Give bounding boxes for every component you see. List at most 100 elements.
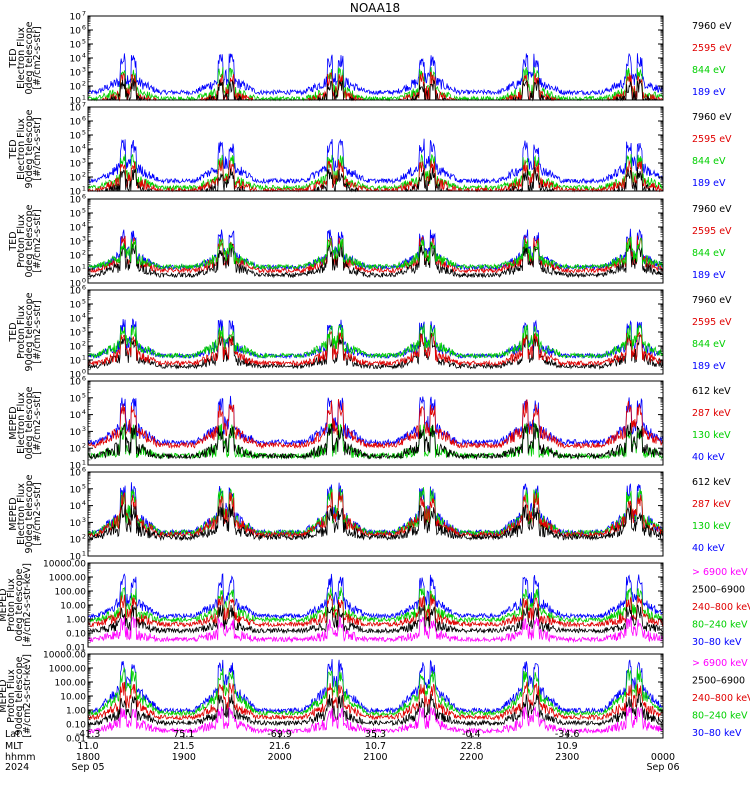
y-tick-label: 10	[70, 411, 82, 421]
series-1: 189 eV	[87, 318, 664, 360]
x-row-label: MLT	[5, 741, 23, 752]
series-5: > 6900 keV	[87, 706, 664, 735]
series-2: 844 eV	[87, 66, 664, 102]
legend-entry: 80–240 keV	[692, 711, 748, 722]
y-tick-label: 0.01	[66, 735, 86, 745]
y-tick-label: 10	[70, 301, 82, 311]
y-tick-exponent: 5	[82, 391, 86, 399]
ylabel-line: 90deg telescope	[24, 292, 35, 371]
ylabel-line: 0deg telescope	[24, 21, 35, 94]
y-tick-label: 10	[70, 97, 82, 107]
ylabel-line: Electron Flux	[16, 118, 27, 180]
legend-entry: 130 keV	[692, 521, 731, 532]
x-tick-label: 1900	[172, 752, 196, 763]
panel-1-legend: 7960 eV 2595 eV 844 eV 189 eV	[692, 21, 732, 98]
y-tick-label: 0.01	[66, 644, 86, 654]
ylabel-line: Proton Flux	[16, 305, 27, 359]
y-tick-label: 1000.00	[49, 574, 86, 584]
ylabel-line: Proton Flux	[16, 214, 27, 268]
y-tick-label: 10	[70, 118, 82, 128]
y-tick-exponent: 5	[82, 38, 86, 46]
series-2: 80–240 keV	[87, 586, 664, 624]
y-tick-exponent: 3	[82, 326, 86, 334]
x-tick-label: 35.3	[365, 729, 386, 740]
x-tick-label: 2300	[555, 752, 579, 763]
series-5: > 6900 keV	[87, 616, 664, 644]
y-tick-label: 10	[70, 502, 82, 512]
x-tick-label: -0.4	[462, 729, 481, 740]
y-tick-exponent: 5	[82, 129, 86, 137]
series-4: 612 keV	[87, 422, 664, 461]
legend-entry: 2595 eV	[692, 226, 732, 237]
y-tick-exponent: 6	[82, 284, 86, 292]
ylabel-line: [#/cm2-s-str-keV]	[22, 563, 33, 647]
series-1: 189 eV	[87, 52, 664, 96]
y-tick-label: 10	[70, 83, 82, 93]
ylabel-line: MEPED	[0, 679, 9, 712]
y-tick-label: 10	[70, 329, 82, 339]
series-1: 189 eV	[87, 228, 664, 272]
y-tick-exponent: 3	[82, 235, 86, 243]
panel-7-frame	[87, 562, 664, 648]
legend-entry: 844 eV	[692, 156, 726, 167]
legend-entry: 7960 eV	[692, 112, 732, 123]
legend-entry: 189 eV	[692, 270, 726, 281]
legend-entry: > 6900 keV	[692, 567, 748, 578]
ylabel-line: MEPED	[0, 588, 9, 621]
ylabel-line: 90deg telescope	[24, 109, 35, 188]
y-tick-label: 0.10	[66, 721, 86, 731]
x-tick-label: 22.8	[461, 741, 482, 752]
series-3: 7960 eV	[87, 242, 664, 279]
series-2: 130 keV	[87, 487, 664, 538]
legend-entry: 30–80 keV	[692, 728, 742, 739]
y-tick-label: 1.00	[66, 616, 86, 626]
legend-entry: 7960 eV	[692, 295, 732, 306]
ylabel-line: [#/cm2-s-str]	[32, 26, 43, 89]
y-tick-label: 10	[70, 445, 82, 455]
y-tick-label: 10	[70, 371, 82, 381]
panel-2-frame	[87, 106, 664, 192]
legend-entry: 30–80 keV	[692, 637, 742, 648]
ylabel-line: Electron Flux	[16, 483, 27, 545]
x-tick-label: 2200	[459, 752, 483, 763]
y-tick-exponent: 4	[82, 221, 86, 229]
ylabel-line: Proton Flux	[6, 669, 17, 723]
y-tick-label: 10	[70, 357, 82, 367]
series-3: 2595 eV	[87, 159, 664, 193]
y-tick-label: 10	[70, 287, 82, 297]
y-tick-label: 10.00	[60, 602, 86, 612]
legend-entry: 7960 eV	[692, 21, 732, 32]
panel-8-legend: > 6900 keV 2500–6900 240–800 keV 80–240 keV…	[692, 658, 750, 739]
series-2: 80–240 keV	[87, 667, 664, 717]
y-tick-exponent: 4	[82, 312, 86, 320]
series-3: 287 keV	[87, 491, 664, 539]
ylabel-line: [#/cm2-s-str]	[32, 300, 43, 363]
series-1: 40 keV	[87, 482, 664, 537]
panel-6-legend: 612 keV 287 keV 130 keV 40 keV	[692, 477, 731, 554]
y-tick-exponent: 1	[82, 94, 86, 102]
y-tick-exponent: 1	[82, 354, 86, 362]
y-tick-label: 10	[70, 469, 82, 479]
legend-entry: 844 eV	[692, 339, 726, 350]
ylabel-line: MEPED	[8, 406, 19, 439]
series-3: 240–800 keV	[87, 681, 664, 722]
ylabel-line: [#/cm2-s-str-keV]	[22, 654, 33, 738]
series-4: 2500–6900	[87, 604, 664, 635]
ylabel-line: [#/cm2-s-str]	[32, 209, 43, 272]
series-2: 844 eV	[87, 153, 664, 192]
x-tick-label: 75.1	[173, 729, 194, 740]
y-tick-label: 10	[70, 13, 82, 23]
legend-entry: 40 keV	[692, 543, 725, 554]
